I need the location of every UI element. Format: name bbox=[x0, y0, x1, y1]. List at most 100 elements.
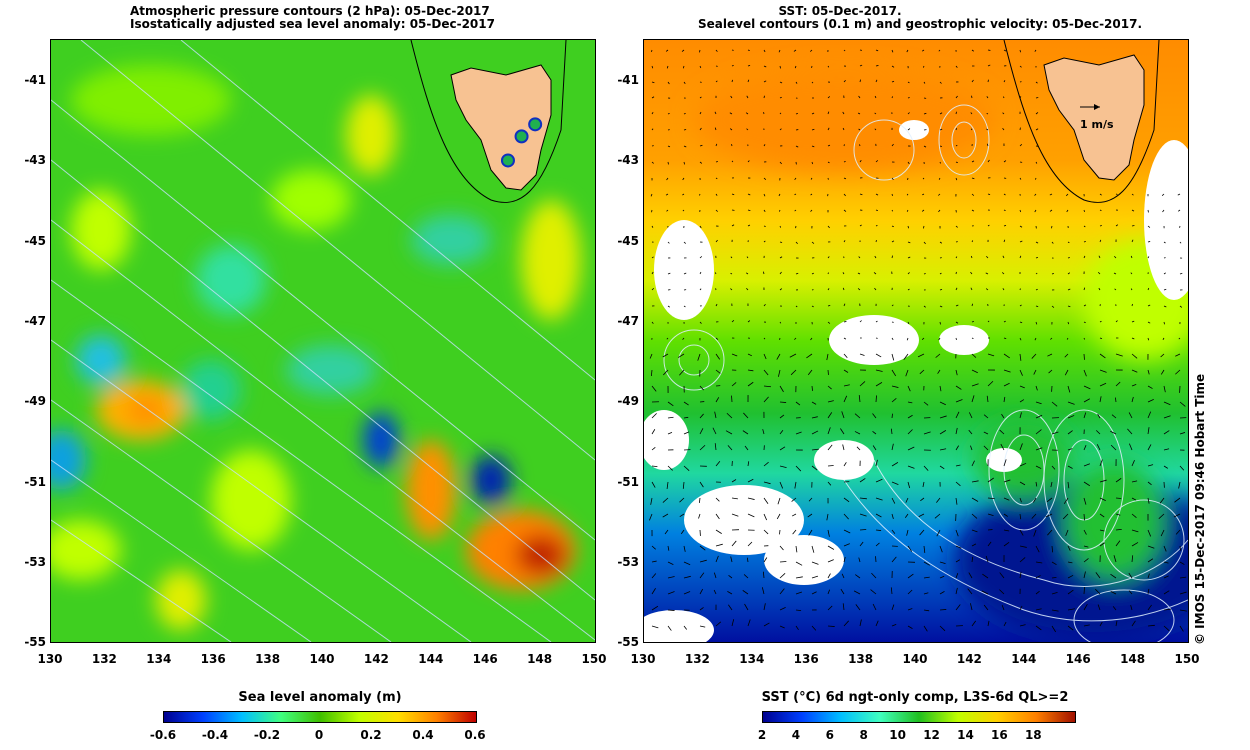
velocity-vector bbox=[683, 465, 690, 471]
velocity-vector bbox=[683, 161, 685, 165]
velocity-vector bbox=[795, 431, 802, 435]
velocity-vector bbox=[715, 239, 718, 243]
velocity-vector bbox=[983, 445, 989, 451]
colorbar-tick-label: 10 bbox=[889, 728, 906, 742]
velocity-vector bbox=[1115, 320, 1118, 323]
velocity-vector bbox=[1019, 462, 1027, 467]
tide-gauge-marker bbox=[500, 153, 515, 168]
velocity-vector bbox=[859, 497, 867, 500]
velocity-vector bbox=[875, 65, 879, 67]
velocity-vector bbox=[1046, 497, 1053, 503]
velocity-vector bbox=[1177, 209, 1181, 212]
velocity-vector bbox=[827, 605, 833, 611]
velocity-vector bbox=[1131, 303, 1133, 307]
velocity-vector bbox=[1131, 209, 1135, 212]
velocity-vector bbox=[1083, 240, 1086, 243]
velocity-vector bbox=[987, 64, 991, 67]
velocity-vector bbox=[827, 545, 835, 550]
velocity-vector bbox=[827, 589, 830, 595]
velocity-vector bbox=[651, 287, 655, 291]
velocity-vector bbox=[971, 337, 974, 340]
velocity-vector bbox=[1003, 621, 1007, 627]
velocity-vector bbox=[1019, 624, 1026, 627]
colorbar-tick-label: 6 bbox=[825, 728, 834, 742]
velocity-vector bbox=[699, 161, 703, 164]
velocity-vector bbox=[1034, 193, 1037, 196]
velocity-vector bbox=[1115, 381, 1121, 387]
colorbar-tick-label: 16 bbox=[991, 728, 1008, 742]
velocity-vector bbox=[939, 272, 942, 275]
velocity-vector bbox=[714, 443, 717, 451]
velocity-vector bbox=[667, 272, 671, 275]
velocity-vector bbox=[1033, 369, 1037, 375]
lon-tick-label: 148 bbox=[527, 652, 553, 666]
velocity-vector bbox=[1128, 412, 1133, 419]
velocity-vector bbox=[779, 65, 781, 69]
velocity-vector bbox=[1035, 288, 1038, 291]
velocity-vector bbox=[907, 225, 909, 229]
velocity-vector bbox=[955, 304, 959, 307]
velocity-vector bbox=[939, 305, 943, 308]
velocity-vector bbox=[1131, 555, 1134, 563]
velocity-vector bbox=[747, 320, 751, 323]
velocity-vector bbox=[955, 529, 959, 537]
velocity-vector bbox=[987, 497, 995, 500]
velocity-vector bbox=[795, 591, 803, 595]
velocity-vector bbox=[955, 411, 960, 419]
velocity-vector bbox=[918, 513, 925, 517]
velocity-vector bbox=[1115, 224, 1119, 227]
velocity-vector bbox=[907, 414, 913, 419]
velocity-vector bbox=[651, 481, 656, 488]
velocity-vector bbox=[731, 497, 738, 500]
velocity-vector bbox=[664, 529, 669, 535]
velocity-vector bbox=[727, 445, 733, 451]
velocity-vector bbox=[1067, 574, 1074, 579]
velocity-vector bbox=[712, 427, 717, 435]
velocity-vector bbox=[935, 353, 941, 358]
velocity-vector bbox=[1002, 255, 1005, 259]
velocity-vector bbox=[763, 240, 766, 243]
velocity-vector bbox=[853, 590, 861, 595]
velocity-vector bbox=[807, 513, 813, 518]
right-title-line1: SST: 05-Dec-2017. bbox=[778, 4, 902, 18]
velocity-vector bbox=[1163, 590, 1170, 595]
velocity-vector bbox=[955, 127, 958, 131]
velocity-vector bbox=[859, 79, 861, 83]
velocity-vector bbox=[730, 256, 733, 259]
velocity-vector bbox=[662, 513, 669, 518]
velocity-vector bbox=[1002, 112, 1005, 115]
velocity-vector bbox=[1019, 209, 1022, 213]
velocity-vector bbox=[811, 625, 817, 631]
velocity-vector bbox=[731, 479, 737, 483]
velocity-vector bbox=[679, 513, 685, 517]
velocity-vector bbox=[907, 545, 913, 552]
velocity-vector bbox=[1067, 448, 1073, 451]
velocity-vector bbox=[794, 481, 797, 489]
velocity-vector bbox=[1163, 305, 1167, 308]
velocity-vector bbox=[1019, 385, 1025, 389]
lon-tick-label: 132 bbox=[684, 652, 710, 666]
lat-tick-label: -41 bbox=[24, 73, 46, 87]
velocity-vector bbox=[747, 497, 755, 500]
velocity-vector bbox=[891, 225, 894, 228]
velocity-vector bbox=[1003, 337, 1007, 340]
velocity-vector bbox=[827, 305, 831, 307]
velocity-vector bbox=[731, 382, 737, 387]
velocity-vector bbox=[811, 81, 814, 84]
lat-tick-label: -41 bbox=[617, 73, 639, 87]
velocity-vector bbox=[1098, 255, 1101, 259]
velocity-vector bbox=[794, 65, 797, 69]
velocity-vector bbox=[779, 529, 781, 535]
velocity-vector bbox=[1035, 241, 1039, 244]
velocity-vector bbox=[875, 513, 882, 518]
velocity-vector bbox=[1147, 444, 1152, 451]
velocity-vector bbox=[747, 64, 751, 67]
velocity-vector bbox=[873, 272, 877, 275]
velocity-vector bbox=[715, 177, 718, 180]
velocity-vector bbox=[683, 431, 690, 435]
velocity-vector bbox=[939, 448, 947, 451]
velocity-vector bbox=[859, 513, 867, 517]
tasmania-land bbox=[450, 64, 552, 191]
velocity-vector bbox=[987, 513, 994, 517]
velocity-vector bbox=[1147, 624, 1155, 627]
